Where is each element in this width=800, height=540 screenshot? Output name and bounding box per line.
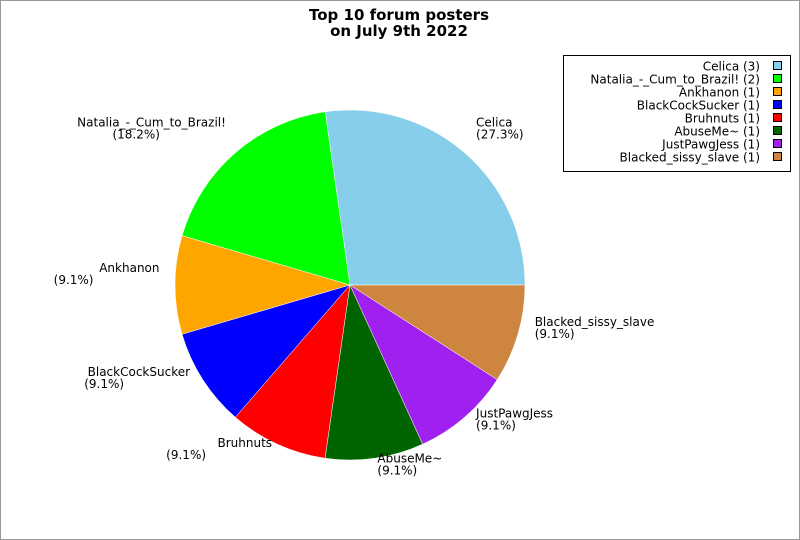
slice-label: Bruhnuts [217,436,272,450]
legend-label: Ankhanon (1) [679,86,760,100]
slice-value-label: (9.1%) [476,418,516,432]
slice-label: Ankhanon [99,261,159,275]
legend-label: Blacked_sissy_slave (1) [620,151,760,165]
legend-swatch [773,152,782,161]
slice-label: Celica [476,116,512,130]
legend-swatch [773,126,782,135]
legend-box [563,55,791,172]
pie-slice [174,235,351,335]
pie-slice [324,284,424,461]
slice-value-label: (9.1%) [377,464,417,478]
slice-value-label: (9.1%) [84,377,124,391]
slice-value-label: (18.2%) [112,128,159,142]
legend-label: Celica (3) [703,60,760,74]
legend-swatch [773,61,782,70]
legend-label: Natalia_-_Cum_to_Brazil! (2) [590,73,760,87]
legend-label: Bruhnuts (1) [685,112,760,126]
slice-label: Blacked_sissy_slave [535,315,655,329]
slice-label: BlackCockSucker [88,365,190,379]
slice-label: AbuseMe~ [377,452,442,466]
legend-swatch [773,100,782,109]
legend-label: AbuseMe~ (1) [674,125,760,139]
pie-slice [349,284,526,380]
pie-slice [324,109,526,286]
legend-label: JustPawgJess (1) [661,138,760,152]
pie-slice [235,284,351,459]
pie-slice [181,111,351,286]
slice-value-label: (9.1%) [166,448,206,462]
pie-slice [349,284,498,445]
legend-swatch [773,139,782,148]
legend-swatch [773,74,782,83]
chart-title: on July 9th 2022 [330,22,468,40]
slice-label: JustPawgJess [475,406,553,420]
slice-value-label: (9.1%) [535,327,575,341]
legend-swatch [773,113,782,122]
legend-swatch [773,87,782,96]
legend-label: BlackCockSucker (1) [637,99,760,113]
slice-value-label: (27.3%) [476,128,523,142]
pie-slice [181,284,351,418]
slice-value-label: (9.1%) [54,273,94,287]
chart-title: Top 10 forum posters [309,6,489,24]
slice-label: Natalia_-_Cum_to_Brazil! [77,116,226,130]
